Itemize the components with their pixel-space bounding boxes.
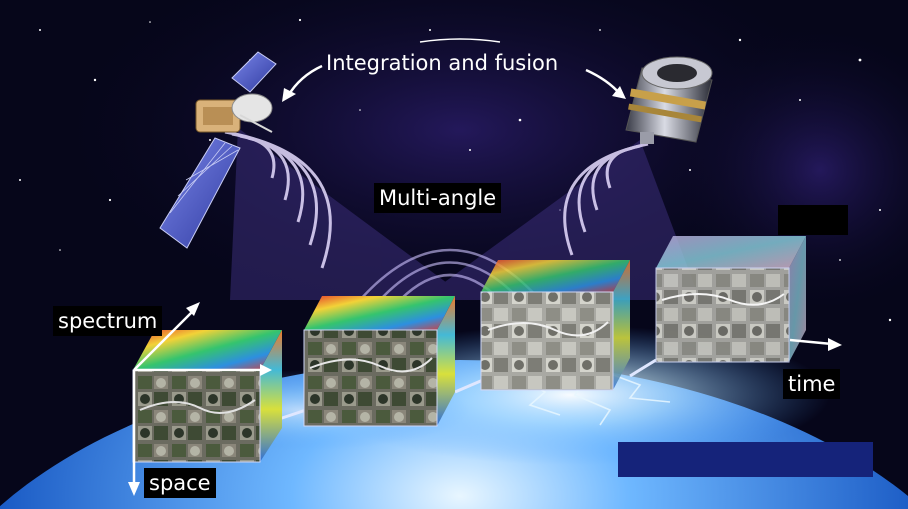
data-cube (132, 330, 282, 463)
signal-waves-right (563, 142, 649, 256)
redaction-box-blue (618, 442, 873, 477)
space-axis-label: space (144, 468, 216, 498)
data-cube (655, 236, 806, 363)
satellite-right (625, 56, 713, 144)
redaction-box-black (778, 205, 848, 235)
solar-panel-upper (231, 51, 277, 93)
solar-panel-lower (159, 137, 241, 249)
integration-arc (419, 38, 501, 43)
axis-arrows (128, 302, 842, 496)
signal-waves-left (224, 130, 332, 269)
multi-angle-label: Multi-angle (374, 183, 502, 213)
time-axis-arrow (789, 338, 833, 346)
satellite-left (159, 51, 277, 249)
integration-arrowheads (282, 86, 626, 102)
spectrum-axis-label: spectrum (53, 306, 163, 336)
spectrum-axis-arrow (133, 307, 197, 371)
data-cube (303, 296, 455, 427)
data-cube (480, 260, 630, 391)
time-axis-label: time (783, 369, 841, 399)
integration-fusion-label: Integration and fusion (326, 51, 559, 75)
